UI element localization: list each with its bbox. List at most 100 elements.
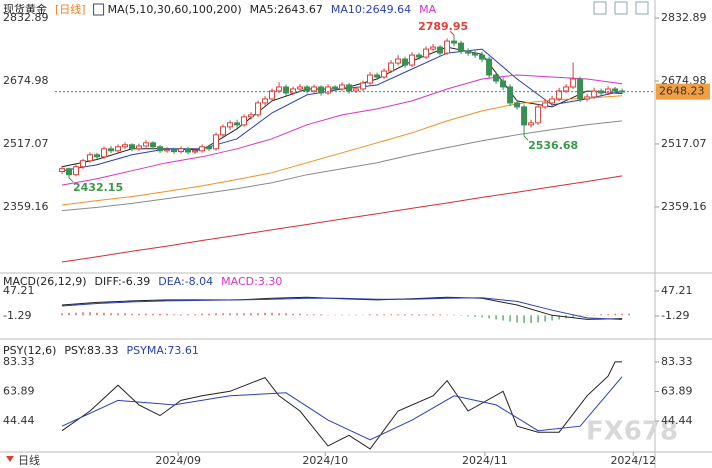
toolbar[interactable] bbox=[593, 1, 649, 15]
candle-body bbox=[493, 74, 500, 82]
candle-body bbox=[220, 126, 227, 136]
candle-body bbox=[115, 146, 122, 152]
candle-body bbox=[136, 145, 143, 150]
y-tick-label: 2832.89 bbox=[661, 11, 707, 24]
candle-body bbox=[150, 142, 157, 148]
candle-body bbox=[437, 46, 444, 54]
candle-body bbox=[248, 114, 255, 118]
line bbox=[61, 120, 623, 212]
legend-entry: MACD:3.30 bbox=[221, 275, 282, 288]
candle-body bbox=[108, 148, 115, 152]
legend-entry: MA bbox=[419, 3, 436, 16]
y-tick-label: 2674.98 bbox=[3, 74, 49, 87]
annotation: 2432.15 bbox=[73, 181, 123, 194]
legend-entry: DEA:-8.04 bbox=[158, 275, 213, 288]
candle-body bbox=[381, 70, 388, 78]
line bbox=[61, 376, 623, 441]
candle-body bbox=[479, 54, 486, 60]
legend-entry: DIFF:-6.39 bbox=[95, 275, 151, 288]
watermark: FX678 bbox=[586, 417, 678, 447]
y-tick-label: -1.29 bbox=[3, 309, 31, 322]
candle-body bbox=[66, 168, 73, 176]
candle-body bbox=[199, 146, 206, 152]
chart-subtitle: [日线] bbox=[55, 2, 86, 16]
candle-body bbox=[563, 86, 570, 92]
candle-body bbox=[535, 106, 542, 124]
y-tick-label: 2359.16 bbox=[3, 200, 49, 213]
candle-body bbox=[332, 86, 339, 90]
candle-body bbox=[451, 40, 458, 44]
y-tick-label: 83.33 bbox=[661, 355, 693, 368]
candle-body bbox=[171, 149, 178, 153]
tool-icon[interactable] bbox=[635, 1, 649, 15]
candle-body bbox=[164, 149, 171, 152]
candle-body bbox=[255, 102, 262, 116]
annotation-leader bbox=[523, 135, 529, 141]
candle-body bbox=[374, 74, 381, 78]
candle-body bbox=[339, 84, 346, 90]
chart-title: 现货黄金 bbox=[3, 2, 47, 16]
y-tick-label: 47.21 bbox=[3, 284, 35, 297]
legend-title: MA(5,10,30,60,100,200) bbox=[108, 3, 242, 16]
candle-body bbox=[577, 78, 584, 100]
candle-body bbox=[262, 98, 269, 104]
line bbox=[61, 175, 623, 263]
annotation: 2789.95 bbox=[418, 20, 468, 33]
candle-body bbox=[234, 122, 241, 126]
tool-icon[interactable] bbox=[593, 1, 607, 15]
candle-body bbox=[542, 102, 549, 108]
candle-body bbox=[584, 96, 591, 100]
candle-body bbox=[409, 54, 416, 66]
y-tick-label: 2359.16 bbox=[661, 200, 707, 213]
candle-body bbox=[325, 86, 332, 94]
y-tick-label: 2832.89 bbox=[3, 11, 49, 24]
candle-body bbox=[87, 154, 94, 162]
candle-body bbox=[612, 88, 619, 92]
candle-body bbox=[556, 90, 563, 100]
candle-body bbox=[178, 148, 185, 153]
line bbox=[61, 95, 623, 206]
annotation-leader bbox=[449, 30, 455, 36]
candle-body bbox=[185, 148, 192, 153]
tool-icon[interactable] bbox=[614, 1, 628, 15]
candle-body bbox=[206, 146, 213, 150]
candle-body bbox=[395, 58, 402, 64]
candle-body bbox=[549, 98, 556, 104]
candle-body bbox=[304, 86, 311, 92]
candle-body bbox=[346, 84, 353, 92]
candle-body bbox=[388, 62, 395, 72]
candle-body bbox=[143, 142, 150, 147]
candle-body bbox=[290, 88, 297, 94]
line bbox=[61, 297, 623, 320]
line bbox=[61, 74, 623, 186]
candle-body bbox=[500, 80, 507, 88]
candle-body bbox=[276, 86, 283, 92]
candle-body bbox=[318, 86, 325, 94]
y-tick-label: 63.89 bbox=[3, 384, 35, 397]
candle-body bbox=[472, 52, 479, 56]
last-price-box bbox=[656, 83, 710, 100]
panel-title: PSY(12,6) bbox=[3, 344, 56, 357]
candle-body bbox=[269, 90, 276, 100]
candle-body bbox=[80, 160, 87, 168]
y-tick-label: 2517.07 bbox=[661, 137, 707, 150]
candle-body bbox=[570, 78, 577, 88]
candle-body bbox=[465, 50, 472, 54]
period-tab[interactable]: 日线 bbox=[18, 453, 40, 467]
candle-body bbox=[430, 46, 437, 50]
candle-body bbox=[514, 102, 521, 108]
x-tick-label: 2024/09 bbox=[155, 454, 201, 467]
candle-body bbox=[157, 146, 164, 152]
candle-body bbox=[605, 88, 612, 94]
y-tick-label: -1.29 bbox=[661, 309, 689, 322]
candle-body bbox=[73, 166, 80, 176]
candle-body bbox=[416, 54, 423, 58]
legend-entry: MA5:2643.67 bbox=[250, 3, 323, 16]
candle-body bbox=[122, 144, 129, 148]
candle-body bbox=[192, 150, 199, 153]
candle-body bbox=[444, 40, 451, 54]
candle-body bbox=[101, 148, 108, 158]
y-tick-label: 44.44 bbox=[661, 414, 693, 427]
y-tick-label: 83.33 bbox=[3, 355, 35, 368]
